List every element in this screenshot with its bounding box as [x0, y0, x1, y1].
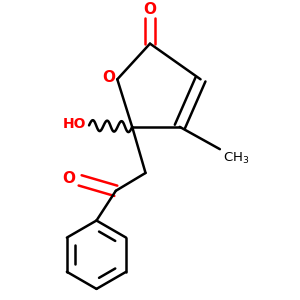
Text: O: O	[63, 171, 76, 186]
Text: O: O	[102, 70, 115, 85]
Text: HO: HO	[63, 118, 86, 131]
Text: CH$_3$: CH$_3$	[223, 151, 249, 166]
Text: O: O	[143, 2, 157, 17]
